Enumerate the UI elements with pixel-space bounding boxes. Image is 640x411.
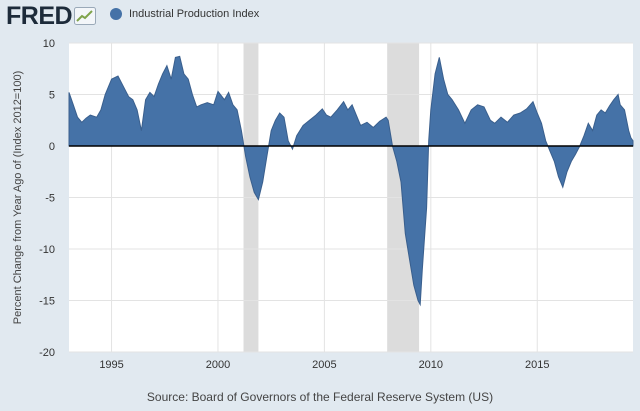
y-tick-label: 0 <box>49 141 55 153</box>
x-tick-label: 1995 <box>99 359 123 371</box>
legend: Industrial Production Index <box>110 8 259 20</box>
header: FRED Industrial Production Index <box>0 0 640 34</box>
x-tick-label: 2015 <box>525 359 549 371</box>
y-axis-label: Percent Change from Year Ago of (Index 2… <box>12 71 24 324</box>
logo-text: FRED <box>6 2 73 30</box>
source-note: Source: Board of Governors of the Federa… <box>146 390 494 404</box>
y-tick-label: -10 <box>39 244 55 256</box>
legend-label: Industrial Production Index <box>129 8 260 20</box>
y-tick-label: 10 <box>43 38 55 50</box>
x-tick-label: 2000 <box>206 359 230 371</box>
y-tick-label: -5 <box>45 193 55 205</box>
y-tick-label: 5 <box>49 90 55 102</box>
legend-marker-icon <box>110 8 122 20</box>
y-tick-label: -15 <box>39 296 55 308</box>
x-tick-label: 2005 <box>312 359 336 371</box>
x-tick-label: 2010 <box>419 359 443 371</box>
series-area <box>68 55 634 307</box>
fred-logo[interactable]: FRED <box>6 2 97 30</box>
y-tick-label: -20 <box>39 347 55 359</box>
graph-icon <box>74 7 97 25</box>
